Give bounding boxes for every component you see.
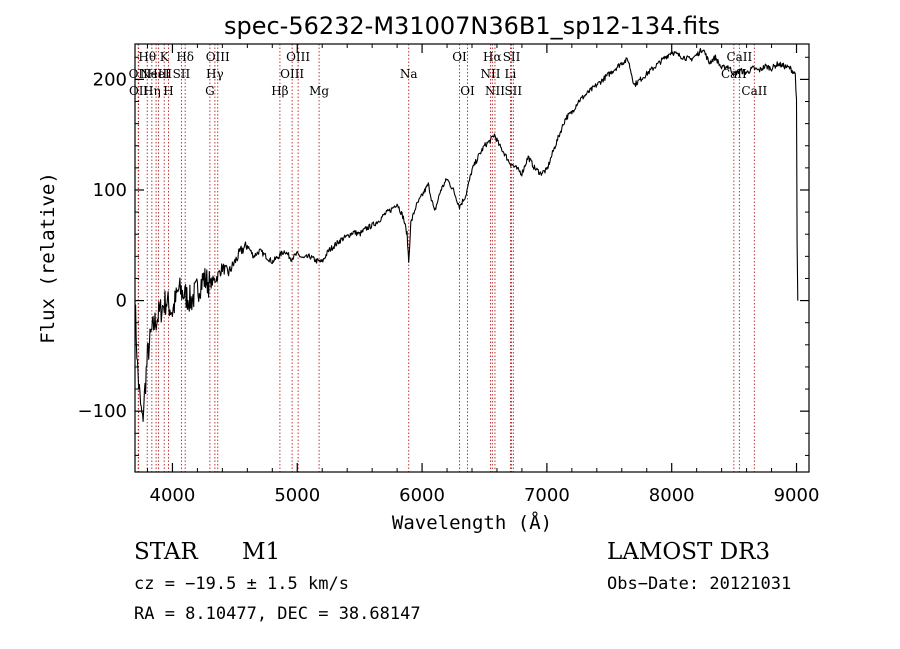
line-label-oi: OI — [460, 84, 475, 98]
y-tick-label: 0 — [116, 291, 127, 312]
line-label-nii: NII — [485, 84, 505, 98]
line-label-caii: CaII — [741, 84, 767, 98]
line-label-hθ: Hθ — [138, 50, 156, 64]
observation-date: Obs−Date: 20121031 — [607, 574, 792, 594]
line-label-sii: SII — [173, 67, 191, 81]
y-axis-ticks: −100 0 100 200 — [78, 56, 809, 456]
line-label-hei: HeI — [147, 67, 170, 81]
x-axis-ticks: 4000 5000 6000 7000 8000 9000 — [146, 44, 820, 506]
line-label-oiii: OIII — [206, 50, 230, 64]
line-label-h: H — [163, 84, 173, 98]
line-label-neiii: NeIII — [140, 67, 172, 81]
y-tick-label: 100 — [93, 180, 127, 201]
line-label-li: Li — [505, 67, 517, 81]
ra-dec-coordinates: RA = 8.10477, DEC = 38.68147 — [134, 604, 421, 624]
spectral-line-markers — [137, 44, 755, 472]
x-tick-label: 8000 — [649, 485, 695, 506]
line-label-hδ: Hδ — [176, 50, 194, 64]
line-label-sii: SII — [504, 84, 522, 98]
x-tick-label: 6000 — [399, 485, 445, 506]
y-axis-label: Flux (relative) — [37, 172, 59, 344]
line-label-na: Na — [400, 67, 418, 81]
spectrum-series — [134, 47, 799, 422]
x-tick-label: 9000 — [774, 485, 820, 506]
line-label-oii: OII — [129, 67, 149, 81]
line-label-hβ: Hβ — [271, 84, 288, 98]
spectral-line-labels: HθOIIOIIHηNeIIIHeIKHSIIHδGHγOIIIHβOIIIOI… — [129, 50, 768, 98]
y-tick-label: −100 — [78, 401, 127, 422]
line-label-hη: Hη — [143, 84, 161, 98]
line-label-caii: CaII — [726, 50, 752, 64]
line-label-oiii: OIII — [280, 67, 304, 81]
line-label-nii: NII — [480, 67, 500, 81]
line-label-oi: OI — [452, 50, 467, 64]
line-label-g: G — [205, 84, 215, 98]
x-axis-label: Wavelength (Å) — [392, 511, 552, 534]
x-tick-label: 5000 — [274, 485, 320, 506]
survey-name: LAMOST DR3 — [607, 539, 771, 565]
x-tick-label: 7000 — [524, 485, 570, 506]
redshift-velocity: cz = −19.5 ± 1.5 km/s — [134, 574, 349, 594]
y-tick-label: 200 — [93, 69, 127, 90]
line-label-oiii: OIII — [286, 50, 310, 64]
line-label-hγ: Hγ — [206, 67, 224, 81]
object-subclass: M1 — [242, 539, 281, 565]
chart-title: spec-56232-M31007N36B1_sp12-134.fits — [224, 12, 720, 40]
x-tick-label: 4000 — [150, 485, 196, 506]
line-label-mg: Mg — [309, 84, 329, 98]
line-label-k: K — [160, 50, 170, 64]
object-class: STAR — [134, 539, 198, 565]
line-label-hα: Hα — [483, 50, 502, 64]
line-label-oii: OII — [129, 84, 149, 98]
line-label-sii: SII — [503, 50, 521, 64]
